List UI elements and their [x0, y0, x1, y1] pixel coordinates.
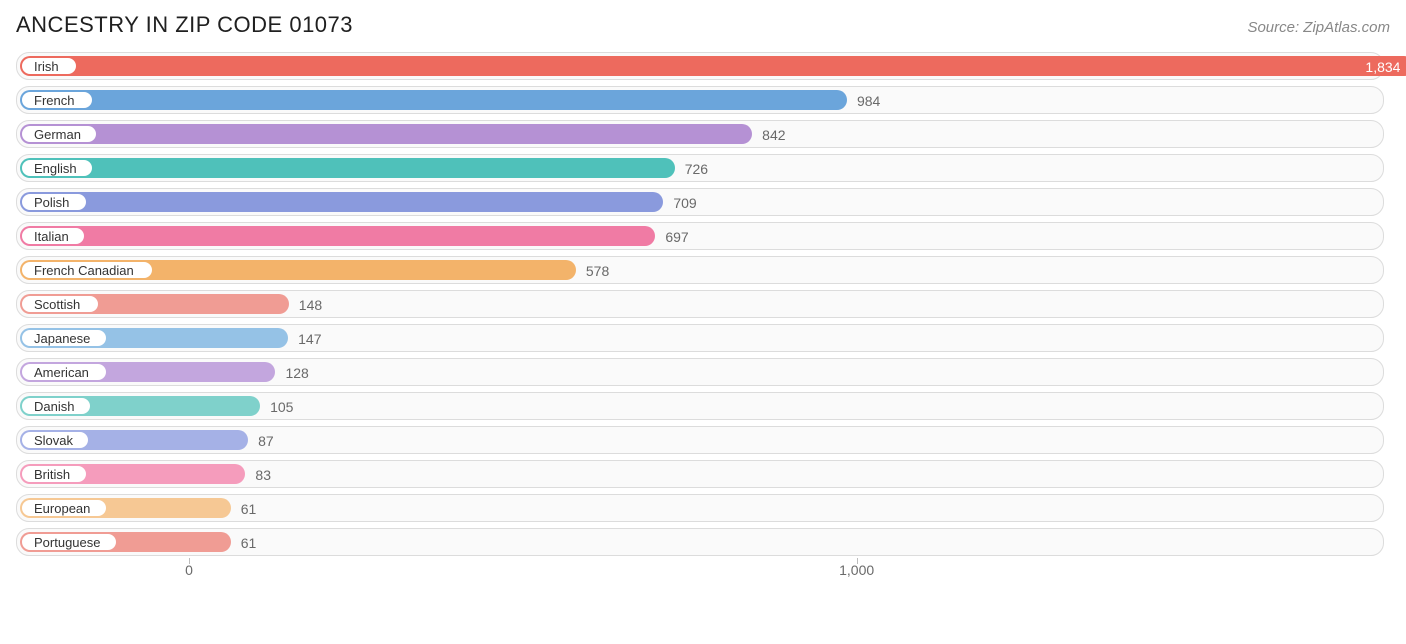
bar-label-pill: Scottish	[21, 295, 99, 313]
bar-row: Polish 709	[16, 188, 1384, 216]
bar-row: British 83	[16, 460, 1384, 488]
bar-row: Japanese 147	[16, 324, 1384, 352]
bar-value: 87	[248, 427, 274, 455]
bar-value: 726	[675, 155, 708, 183]
tick-label: 1,000	[839, 562, 874, 578]
bar-row: American 128	[16, 358, 1384, 386]
chart-header: ANCESTRY IN ZIP CODE 01073 Source: ZipAt…	[16, 12, 1390, 38]
bar-value: 984	[847, 87, 880, 115]
ancestry-bar-chart: Irish1,834 French 984 German 842 English 726 Po…	[16, 52, 1390, 586]
bar-fill	[20, 124, 752, 144]
bar-fill	[20, 192, 663, 212]
bar-value: 128	[275, 359, 308, 387]
bar-value: 578	[576, 257, 609, 285]
chart-title: ANCESTRY IN ZIP CODE 01073	[16, 12, 353, 38]
bar-value: 709	[663, 189, 696, 217]
bar-fill	[20, 226, 655, 246]
bar-row: French Canadian 578	[16, 256, 1384, 284]
bar-row: Scottish 148	[16, 290, 1384, 318]
bar-row: Slovak 87	[16, 426, 1384, 454]
bar-label-pill: Slovak	[21, 431, 89, 449]
bar-row: Portuguese 61	[16, 528, 1384, 556]
bar-label-pill: German	[21, 125, 97, 143]
x-axis: 01,0002,000	[16, 562, 1384, 586]
bar-label-pill: Japanese	[21, 329, 107, 347]
bar-fill	[20, 90, 847, 110]
chart-source: Source: ZipAtlas.com	[1247, 19, 1390, 36]
bar-row: French 984	[16, 86, 1384, 114]
bar-value: 147	[288, 325, 321, 353]
bar-label-pill: American	[21, 363, 107, 381]
bar-value: 83	[245, 461, 271, 489]
bar-row: European 61	[16, 494, 1384, 522]
bar-label-pill: French Canadian	[21, 261, 153, 279]
bar-label-pill: British	[21, 465, 87, 483]
bar-row: Danish 105	[16, 392, 1384, 420]
bar-value: 61	[231, 529, 257, 557]
bar-value: 105	[260, 393, 293, 421]
bar-value: 842	[752, 121, 785, 149]
bar-label-pill: French	[21, 91, 93, 109]
bar-row: German 842	[16, 120, 1384, 148]
bar-row: Irish1,834	[16, 52, 1384, 80]
bar-label-pill: European	[21, 499, 107, 517]
bar-label-pill: English	[21, 159, 93, 177]
bar-label-pill: Polish	[21, 193, 87, 211]
bar-value: 148	[289, 291, 322, 319]
bar-label-pill: Danish	[21, 397, 91, 415]
bar-label-pill: Italian	[21, 227, 85, 245]
bar-row: English 726	[16, 154, 1384, 182]
tick-label: 0	[185, 562, 193, 578]
bar-value: 61	[231, 495, 257, 523]
bar-row: Italian 697	[16, 222, 1384, 250]
bar-value: 697	[655, 223, 688, 251]
bar-value: 1,834	[20, 53, 1406, 81]
bar-fill	[20, 158, 675, 178]
bar-label-pill: Portuguese	[21, 533, 117, 551]
